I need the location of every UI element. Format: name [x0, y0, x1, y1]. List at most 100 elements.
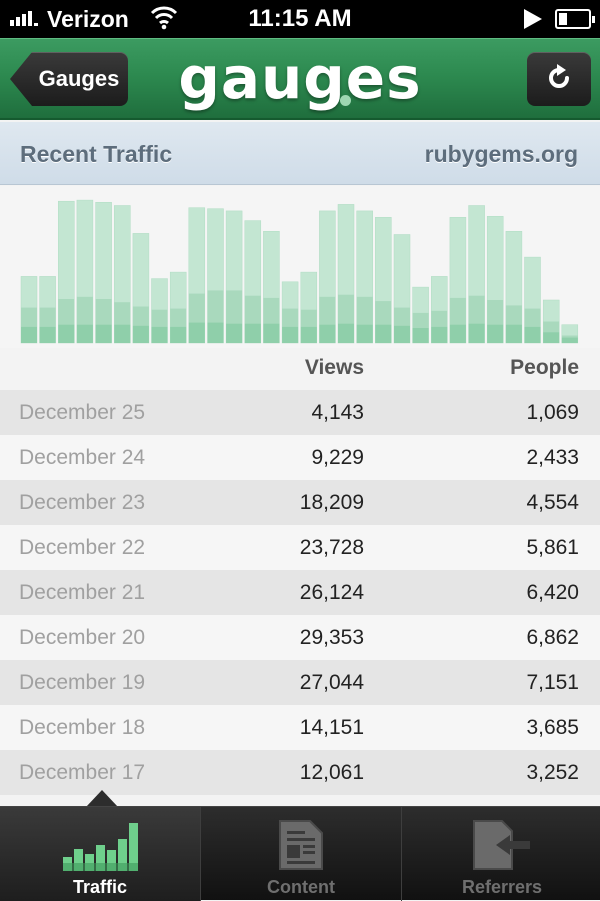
chart-bar-series-3 — [226, 323, 243, 343]
document-icon — [201, 819, 401, 871]
row-views: 26,124 — [299, 581, 364, 604]
tab-bar: Traffic Content Referrers — [0, 806, 600, 901]
chart-bar-series-3 — [487, 324, 504, 343]
chart-bar-series-3 — [188, 322, 205, 343]
row-people: 6,420 — [526, 581, 579, 604]
chart-bar-series-3 — [394, 325, 410, 343]
row-people: 2,433 — [526, 446, 579, 469]
row-date: December 20 — [19, 626, 146, 649]
wifi-icon — [150, 4, 178, 35]
chart-bar-series-3 — [375, 324, 392, 343]
row-people: 3,252 — [526, 761, 579, 784]
tab-traffic-label: Traffic — [72, 877, 128, 897]
chart-bar-series-3 — [114, 324, 131, 343]
chart-bar-series-3 — [170, 326, 187, 343]
chart-bar-series-3 — [58, 324, 75, 343]
row-date: December 24 — [19, 446, 146, 469]
table-row[interactable]: December 19 27,044 7,151 — [0, 660, 600, 705]
referrer-arrow-icon — [402, 819, 600, 871]
row-people: 7,151 — [526, 671, 579, 694]
chart-bar-series-3 — [151, 326, 168, 343]
chart-bar-series-3 — [561, 337, 578, 343]
traffic-table: December 25 4,143 1,069 December 24 9,22… — [0, 390, 600, 795]
signal-icon — [10, 11, 38, 26]
row-date: December 22 — [19, 536, 146, 559]
chart-bar-series-3 — [449, 324, 466, 343]
status-bar: Verizon 11:15 AM — [0, 0, 600, 38]
chart-bar-series-3 — [505, 324, 522, 343]
row-date: December 25 — [19, 401, 146, 424]
chart-bar-series-3 — [76, 324, 93, 343]
back-button[interactable]: Gauges — [10, 52, 128, 106]
tab-traffic[interactable]: Traffic — [0, 807, 200, 901]
chart-bar-series-3 — [244, 323, 261, 343]
row-date: December 23 — [19, 491, 146, 514]
chart-bar-series-3 — [356, 324, 373, 343]
table-row[interactable]: December 21 26,124 6,420 — [0, 570, 600, 615]
row-date: December 19 — [19, 671, 146, 694]
chart-bar-series-3 — [468, 323, 485, 343]
chart-bar-series-3 — [412, 328, 429, 343]
chart-bar-series-3 — [524, 326, 541, 343]
tab-referrers[interactable]: Referrers — [402, 807, 600, 901]
row-date: December 21 — [19, 581, 146, 604]
app-logo: gauges — [178, 44, 422, 112]
site-name: rubygems.org — [424, 141, 578, 167]
chart-bar-series-3 — [21, 326, 37, 343]
table-row[interactable]: December 22 23,728 5,861 — [0, 525, 600, 570]
chart-bar-series-3 — [95, 324, 112, 343]
navigation-bar: Gauges gauges — [0, 38, 600, 120]
table-row[interactable]: December 20 29,353 6,862 — [0, 615, 600, 660]
table-row[interactable]: December 17 12,061 3,252 — [0, 750, 600, 795]
bar-chart-icon — [0, 819, 200, 871]
chart-bar-series-3 — [543, 332, 560, 343]
table-row[interactable]: December 25 4,143 1,069 — [0, 390, 600, 435]
views-column-header: Views — [304, 356, 364, 379]
chart-bar-series-3 — [338, 323, 354, 343]
chart-bar-series-3 — [319, 324, 336, 343]
chart-bar-series-3 — [39, 326, 56, 343]
traffic-chart — [0, 186, 600, 348]
row-views: 14,151 — [299, 716, 364, 739]
row-people: 4,554 — [526, 491, 579, 514]
table-row[interactable]: December 18 14,151 3,685 — [0, 705, 600, 750]
chart-bar-series-3 — [431, 326, 448, 343]
row-views: 9,229 — [311, 446, 364, 469]
tab-referrers-label: Referrers — [461, 877, 543, 897]
refresh-button[interactable] — [527, 52, 591, 106]
status-time: 11:15 AM — [248, 5, 352, 32]
row-views: 23,728 — [299, 536, 364, 559]
row-people: 1,069 — [526, 401, 579, 424]
play-icon — [524, 9, 542, 29]
battery-icon — [555, 9, 595, 29]
chart-bar-series-3 — [282, 326, 299, 343]
active-tab-indicator — [86, 790, 118, 807]
logo-dot — [340, 95, 351, 106]
section-header: Recent Traffic rubygems.org — [0, 122, 600, 185]
people-column-header: People — [510, 356, 579, 379]
tab-divider — [401, 807, 402, 901]
chart-bar-series-3 — [263, 323, 280, 343]
row-date: December 18 — [19, 716, 146, 739]
row-people: 3,685 — [526, 716, 579, 739]
refresh-icon — [544, 63, 574, 96]
section-title: Recent Traffic — [20, 141, 173, 167]
row-views: 27,044 — [299, 671, 364, 694]
table-row[interactable]: December 23 18,209 4,554 — [0, 480, 600, 525]
row-views: 4,143 — [311, 401, 364, 424]
tab-divider — [200, 807, 201, 901]
tab-content-label: Content — [267, 877, 335, 897]
row-views: 29,353 — [299, 626, 364, 649]
chart-bar-series-3 — [207, 322, 224, 343]
chart-bar-series-3 — [300, 326, 317, 343]
row-views: 18,209 — [299, 491, 364, 514]
tab-content[interactable]: Content — [201, 807, 401, 901]
row-people: 5,861 — [526, 536, 579, 559]
row-views: 12,061 — [299, 761, 364, 784]
row-people: 6,862 — [526, 626, 579, 649]
row-date: December 17 — [19, 761, 146, 784]
carrier-label: Verizon — [47, 6, 129, 32]
table-row[interactable]: December 24 9,229 2,433 — [0, 435, 600, 480]
traffic-chart-svg — [20, 199, 579, 344]
chart-bar-series-3 — [132, 325, 149, 343]
